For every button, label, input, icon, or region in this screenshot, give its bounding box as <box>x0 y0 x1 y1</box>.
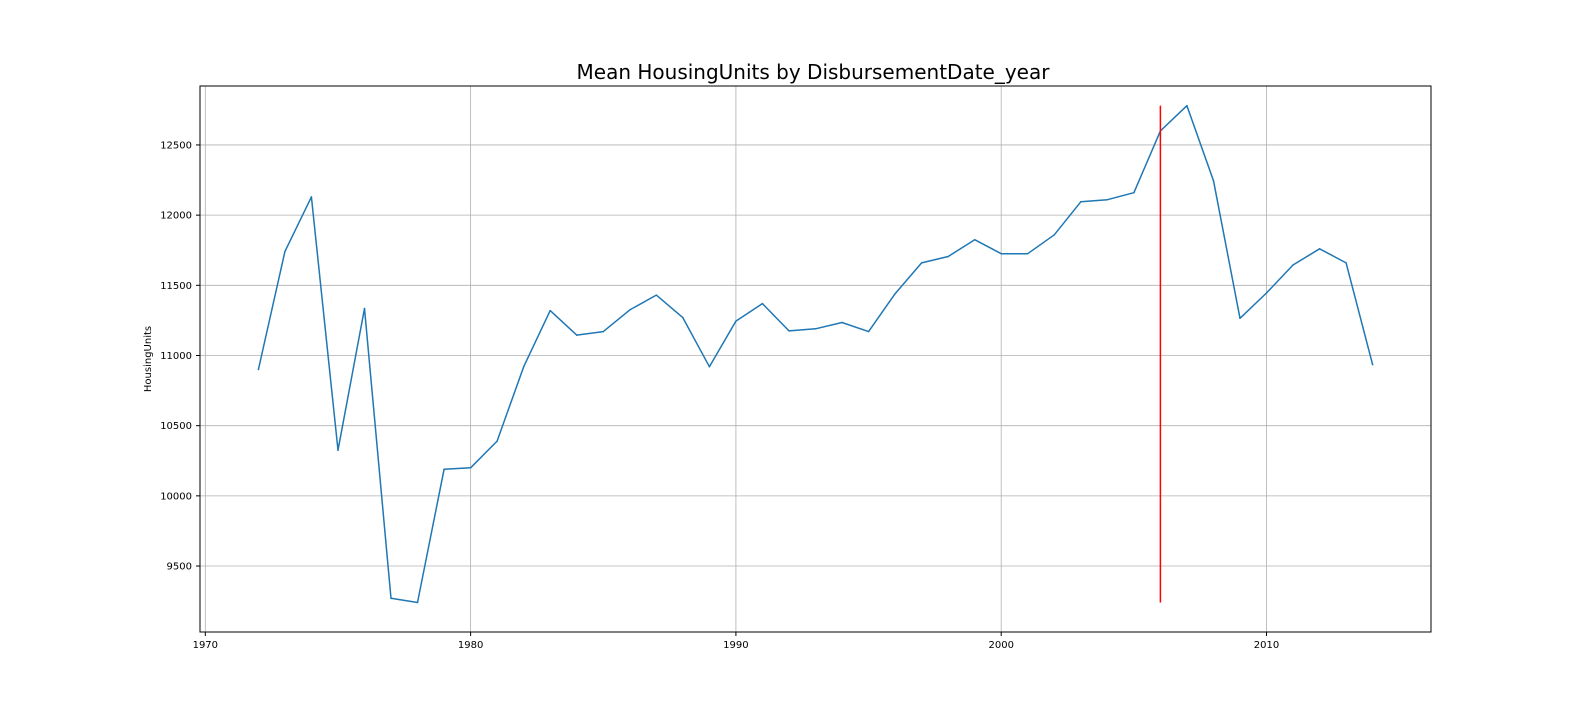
data-point <box>257 368 260 371</box>
data-point <box>549 309 551 312</box>
data-point <box>920 262 923 264</box>
data-point <box>1026 252 1029 255</box>
data-point <box>1265 292 1268 294</box>
plot-frame <box>199 85 1432 633</box>
y-tick-label: 12000 <box>160 211 192 222</box>
data-point <box>1371 363 1374 366</box>
data-point <box>1212 179 1215 182</box>
chart-title: Mean HousingUnits by DisbursementDate_ye… <box>577 60 1051 84</box>
data-point <box>310 196 313 198</box>
data-point <box>973 238 976 241</box>
data-point <box>390 597 392 600</box>
y-tick-label: 11000 <box>160 351 192 362</box>
data-point <box>761 302 764 305</box>
data-point <box>1318 248 1321 250</box>
data-point <box>1186 104 1188 107</box>
x-tick-label: 1970 <box>193 640 218 651</box>
data-point <box>1000 252 1002 255</box>
data-point <box>337 449 339 451</box>
y-axis-label: HousingUnits <box>143 326 154 392</box>
y-tick-label: 10500 <box>160 421 192 432</box>
data-point <box>708 365 711 368</box>
data-point <box>788 330 790 332</box>
data-point <box>655 294 658 296</box>
data-point <box>522 365 525 368</box>
x-tick-label: 2010 <box>1254 640 1279 651</box>
data-point <box>814 328 817 330</box>
x-tick-label: 1990 <box>723 640 748 651</box>
x-tick-label: 2000 <box>988 640 1013 651</box>
data-point <box>1053 234 1056 236</box>
data-point <box>284 250 286 253</box>
x-axis: 1970 1980 1990 2000 2010 <box>193 632 1279 651</box>
data-point <box>894 292 896 295</box>
data-point <box>629 309 631 311</box>
data-point <box>496 440 498 442</box>
data-point <box>841 321 843 324</box>
y-tick-label: 9500 <box>167 562 192 573</box>
x-tick-label: 1980 <box>458 640 483 651</box>
data-point <box>1106 198 1109 201</box>
data-point <box>867 330 870 333</box>
data-point <box>443 468 445 470</box>
data-point <box>1239 317 1241 320</box>
series-line <box>257 104 1374 604</box>
y-axis: 9500 10000 10500 11000 11500 12000 12500 <box>160 140 200 573</box>
data-point <box>1345 262 1347 264</box>
data-point <box>682 316 684 319</box>
data-point <box>469 467 472 469</box>
y-tick-label: 12500 <box>160 140 192 151</box>
data-point <box>947 255 949 258</box>
y-tick-label: 11500 <box>160 281 192 292</box>
data-point <box>735 320 737 322</box>
data-point <box>602 330 605 333</box>
grid <box>200 86 1431 632</box>
data-point <box>416 601 419 604</box>
series-group <box>257 104 1374 604</box>
data-point <box>1292 264 1294 266</box>
data-point <box>575 334 578 336</box>
data-point <box>363 307 366 310</box>
data-point <box>1133 191 1135 194</box>
y-tick-label: 10000 <box>160 491 192 502</box>
data-point <box>1080 201 1082 203</box>
